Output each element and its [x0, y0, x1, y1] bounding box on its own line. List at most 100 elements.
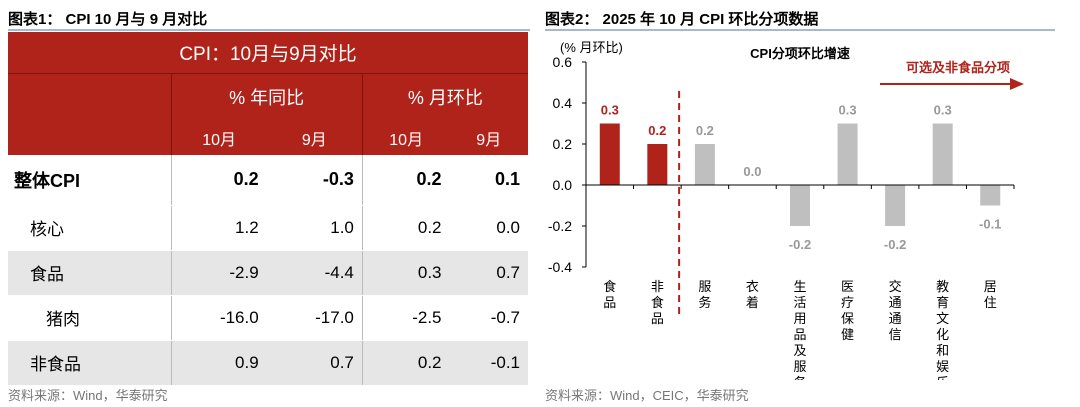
x-tick-label: 交 — [889, 279, 902, 294]
table-row: 整体CPI 0.2 -0.3 0.2 0.1 — [8, 155, 528, 206]
left-source: 资料来源：Wind，华泰研究 — [8, 388, 168, 403]
x-tick-label: 文 — [936, 311, 949, 326]
x-tick-label: 育 — [936, 295, 949, 310]
x-tick-label: 居 — [984, 279, 997, 294]
x-tick-label: 通 — [889, 295, 902, 310]
x-tick-label: 食 — [651, 295, 664, 310]
table-row: 食品 -2.9 -4.4 0.3 0.7 — [8, 250, 528, 296]
x-tick-label: 和 — [936, 343, 949, 358]
x-tick-label: 娱 — [936, 359, 949, 374]
x-tick-label: 品 — [603, 295, 616, 310]
cell-value: -16.0 — [170, 295, 267, 341]
x-tick-label: 通 — [889, 311, 902, 326]
cell-value: 1.0 — [266, 205, 363, 251]
cell-value: -2.9 — [170, 250, 267, 296]
bar — [790, 185, 810, 226]
x-tick-label: 生 — [793, 279, 806, 294]
data-label: 0.2 — [696, 123, 714, 138]
subcol: 10月 — [170, 121, 267, 155]
x-tick-label: 务 — [698, 295, 711, 310]
x-tick-label: 着 — [746, 295, 759, 310]
data-label: 0.3 — [839, 103, 857, 118]
cell-value: 0.9 — [170, 340, 267, 386]
cell-value: -0.1 — [449, 340, 528, 386]
row-label: 猪肉 — [8, 295, 171, 341]
cell-value: -4.4 — [266, 250, 363, 296]
y-tick-label: 0.6 — [553, 54, 573, 70]
cell-value: 0.1 — [449, 155, 528, 206]
bar — [599, 123, 620, 185]
x-tick-label: 品 — [793, 327, 806, 342]
group-mom: % 月环比 — [361, 73, 528, 121]
x-tick-label: 及 — [793, 343, 806, 358]
subcol: 10月 — [361, 121, 450, 155]
table-row: 核心 1.2 1.0 0.2 0.0 — [8, 205, 528, 251]
x-tick-label: 医 — [841, 279, 854, 294]
subcol: 9月 — [301, 132, 327, 149]
cell-value: 0.3 — [361, 250, 450, 296]
cpi-table: CPI：10月与9月对比 % 年同比% 月环比 10月 9月 10月 9月 整体CPI… — [8, 32, 528, 386]
cell-value: -17.0 — [266, 295, 363, 341]
cell-value: 0.2 — [361, 340, 450, 386]
x-tick-label: 活 — [793, 295, 806, 310]
cell-value: 0.0 — [449, 205, 528, 251]
data-label: -0.1 — [979, 217, 1001, 232]
y-tick-label: 0.4 — [553, 95, 573, 111]
x-tick-label: 保 — [841, 311, 854, 326]
divider — [545, 29, 1055, 31]
x-tick-label: 住 — [984, 295, 997, 310]
group-yoy: % 年同比 — [170, 73, 363, 121]
right-title: 图表2： 2025 年 10 月 CPI 环比分项数据 — [545, 11, 819, 28]
data-label: -0.2 — [884, 237, 906, 252]
bar — [837, 123, 858, 185]
x-tick-label: 服 — [793, 359, 806, 374]
bar — [932, 123, 953, 185]
y-axis-label: (% 月环比) — [560, 40, 623, 55]
cell-value: 0.2 — [170, 155, 267, 206]
data-label: -0.2 — [789, 237, 811, 252]
x-tick-label: 品 — [651, 311, 664, 326]
x-tick-label: 服 — [698, 279, 711, 294]
left-title: 图表1： CPI 10 月与 9 月对比 — [8, 11, 208, 28]
y-tick-label: -0.2 — [548, 218, 572, 234]
x-tick-label: 化 — [936, 327, 949, 342]
x-tick-label: 疗 — [841, 295, 854, 310]
x-tick-label: 衣 — [746, 279, 759, 294]
bar — [885, 185, 906, 226]
row-label: 整体CPI — [8, 155, 171, 206]
cell-value: -0.7 — [449, 295, 528, 341]
row-label: 非食品 — [8, 340, 171, 386]
y-tick-label: 0.2 — [553, 136, 573, 152]
cell-value: -0.3 — [266, 155, 363, 206]
x-tick-label: 食 — [603, 279, 616, 294]
table-row: 猪肉 -16.0 -17.0 -2.5 -0.7 — [8, 295, 528, 341]
data-label: 0.3 — [934, 103, 952, 118]
x-tick-label: 非 — [651, 279, 664, 294]
right-source: 资料来源：Wind，CEIC，华泰研究 — [545, 388, 749, 403]
cell-value: 0.2 — [361, 205, 450, 251]
y-tick-label: -0.4 — [548, 259, 572, 275]
table-row: 非食品 0.9 0.7 0.2 -0.1 — [8, 340, 528, 386]
data-label: 0.0 — [743, 164, 761, 179]
x-tick-label: 教 — [936, 279, 949, 294]
arrow-head — [1010, 78, 1024, 90]
bar — [980, 185, 1001, 206]
row-label: 核心 — [8, 205, 171, 251]
bar — [694, 144, 715, 185]
subcol: 9月 — [476, 132, 502, 149]
row-label: 食品 — [8, 250, 171, 296]
cell-value: 0.2 — [361, 155, 450, 206]
chart-title: CPI分项环比增速 — [750, 46, 850, 61]
table-title: CPI：10月与9月对比 — [8, 32, 528, 74]
data-label: 0.2 — [648, 123, 666, 138]
divider — [8, 29, 530, 31]
cell-value: -2.5 — [361, 295, 450, 341]
cell-value: 1.2 — [170, 205, 267, 251]
x-tick-label: 健 — [841, 327, 854, 342]
x-tick-label: 务 — [793, 375, 806, 380]
x-tick-label: 用 — [793, 311, 806, 326]
x-tick-label: 信 — [889, 327, 902, 342]
y-tick-label: 0.0 — [553, 177, 573, 193]
x-tick-label: 乐 — [936, 375, 949, 380]
